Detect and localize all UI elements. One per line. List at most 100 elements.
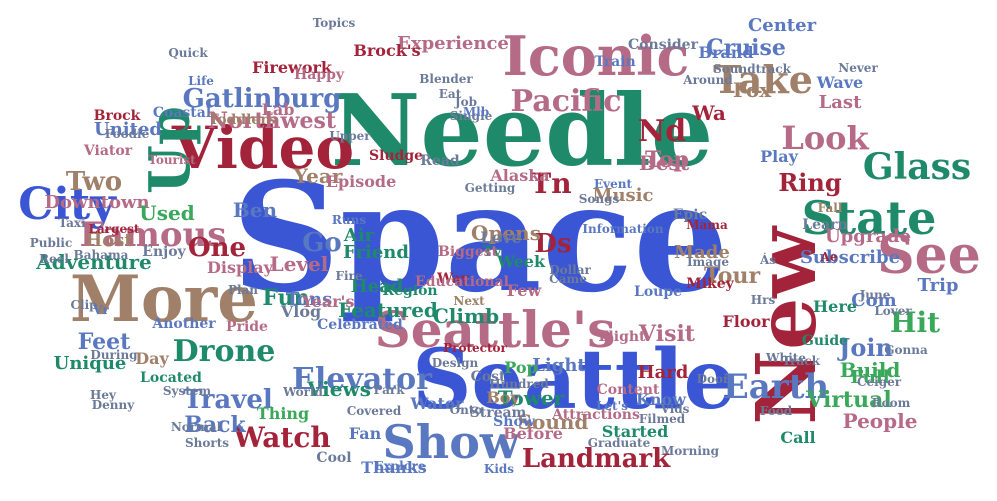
cloud-word: Adventure (36, 250, 152, 274)
cloud-word: Love (480, 228, 522, 247)
cloud-word: Learn (802, 217, 848, 233)
cloud-word: Seattle's (374, 300, 616, 359)
cloud-word: Year's (301, 292, 355, 311)
cloud-word: Guide (801, 333, 849, 349)
cloud-word: Morning (660, 444, 720, 458)
cloud-word: Let's (595, 399, 629, 413)
cloud-word: Visit (639, 321, 695, 347)
cloud-word: Ring (778, 168, 842, 197)
cloud-word: Design (431, 356, 479, 370)
cloud-word: Landmark (521, 444, 671, 474)
cloud-word: Boy (486, 388, 520, 407)
cloud-word: Read (420, 153, 460, 169)
cloud-word: One (187, 233, 247, 263)
cloud-word: Travel (183, 385, 273, 415)
cloud-word: City (18, 179, 116, 230)
cloud-word: June (859, 288, 891, 302)
cloud-word: Wave (816, 73, 864, 92)
cloud-word: Music (592, 185, 654, 206)
cloud-word: Denny (91, 398, 135, 412)
cloud-word: Unique (53, 353, 127, 374)
cloud-word: Ceiger (856, 375, 902, 389)
cloud-word: Gatlinburg (182, 84, 342, 114)
cloud-word: Soundtrack (713, 62, 791, 76)
cloud-word: Dollar (549, 263, 591, 277)
cloud-word: Full (850, 367, 890, 388)
cloud-word: Brock's (353, 41, 421, 60)
cloud-word: Experience (397, 33, 509, 54)
cloud-word: Biggest (438, 244, 498, 260)
cloud-word: Display (207, 258, 273, 277)
cloud-word: Vr (93, 303, 109, 317)
cloud-word: Vlog (280, 302, 322, 321)
cloud-word: Park (373, 383, 405, 397)
cloud-word: Air (343, 225, 375, 246)
cloud-word: Event (593, 177, 633, 191)
cloud-word: Cool (316, 450, 352, 466)
cloud-word: Play (760, 147, 798, 166)
cloud-word: Drone (172, 334, 276, 369)
cloud-word: Light (532, 355, 586, 376)
cloud-word: Pacific (510, 84, 622, 119)
cloud-word: Fall (817, 201, 843, 215)
cloud-word: Image (686, 255, 730, 269)
cloud-word: Runs (331, 213, 367, 227)
cloud-word: Plan (227, 283, 259, 297)
cloud-word: Tv (482, 244, 502, 260)
cloud-word: Eat (438, 87, 462, 101)
cloud-word: Take (713, 57, 813, 102)
cloud-word: Virtual (806, 387, 892, 413)
cloud-word: During (90, 348, 138, 362)
cloud-word: Room (871, 396, 911, 410)
cloud-word: Show (382, 415, 520, 469)
cloud-word: Topics (312, 16, 356, 30)
cloud-word: Hey (90, 388, 116, 402)
cloud-word: Ás (759, 253, 777, 267)
cloud-word: Build (839, 358, 901, 382)
cloud-word: Vids (660, 402, 690, 416)
cloud-word: Cruise (706, 35, 786, 61)
cloud-word: Mlb (462, 105, 490, 119)
cloud-word: Coastal (152, 105, 212, 121)
cloud-word: Ae (820, 250, 838, 264)
cloud-word: Started (601, 422, 669, 441)
cloud-word: White (766, 351, 806, 365)
cloud-word: Seattle (412, 332, 736, 428)
cloud-word: Water (410, 394, 464, 413)
cloud-word: Attractions (552, 407, 640, 423)
cloud-word: Pride (226, 319, 268, 335)
cloud-word: Earth (722, 367, 830, 407)
cloud-word: Hard (637, 362, 689, 383)
cloud-word: Normal (170, 420, 222, 434)
cloud-word: Few (506, 281, 542, 300)
cloud-word: Way (437, 271, 469, 287)
cloud-word: Protector (443, 341, 507, 355)
cloud-word: Trip (917, 275, 959, 296)
cloud-word: People (842, 409, 918, 433)
cloud-word: Join (839, 333, 893, 362)
cloud-word: Center (747, 15, 817, 36)
cloud-word: Information (582, 222, 664, 236)
cloud-word: Video (171, 114, 355, 182)
cloud-word: Job (454, 95, 478, 109)
cloud-word: Iconic (502, 24, 690, 88)
cloud-word: Door (696, 372, 730, 386)
cloud-word: Two (65, 167, 123, 197)
cloud-word: Largest (88, 222, 140, 236)
cloud-word: Sound (517, 410, 589, 434)
cloud-word: Came (549, 272, 587, 286)
cloud-word: Train (594, 54, 636, 70)
cloud-word: Needle (330, 74, 714, 189)
cloud-word: Firework (251, 58, 333, 77)
cloud-word: Filmed (638, 412, 686, 426)
cloud-word: Alaska (490, 166, 550, 185)
cloud-word: Track (782, 354, 820, 368)
cloud-word: Top (645, 147, 689, 173)
cloud-word: Know (636, 390, 686, 409)
cloud-word: Epic (672, 207, 708, 223)
cloud-word: Blender (419, 72, 473, 86)
cloud-word: Look (781, 119, 869, 157)
cloud-word: Shorts (184, 436, 230, 450)
cloud-word: Before (503, 424, 563, 443)
cloud-word: State (801, 191, 937, 245)
